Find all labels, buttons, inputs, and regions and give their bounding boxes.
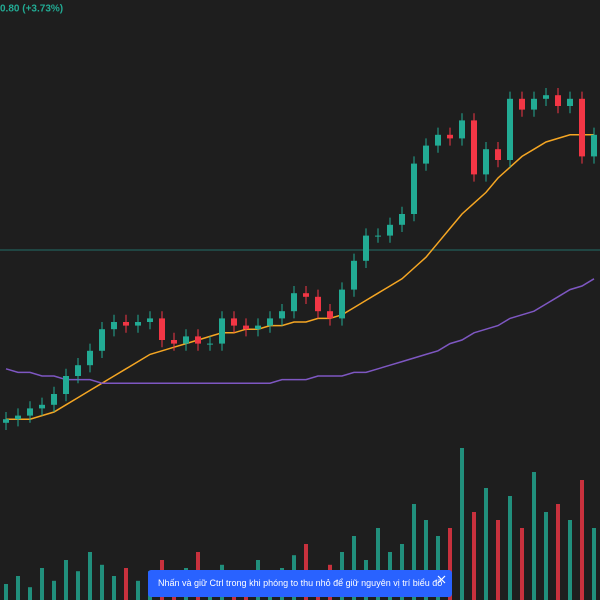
candle-body — [579, 98, 585, 157]
candle-body — [183, 336, 189, 344]
candle-body — [411, 163, 417, 214]
candle-body — [399, 214, 405, 225]
volume-bar — [460, 448, 464, 600]
candle-body — [99, 329, 105, 351]
candle-body — [171, 340, 177, 344]
volume-bar — [472, 512, 476, 600]
volume-bar — [52, 580, 56, 600]
candle-body — [543, 95, 549, 99]
candle-body — [339, 289, 345, 319]
volume-bar — [436, 536, 440, 600]
volume-bar — [16, 576, 20, 600]
candle-body — [75, 365, 81, 376]
hint-text: Nhấn và giữ Ctrl trong khi phóng to thu … — [158, 578, 442, 588]
moving-average — [5, 278, 595, 384]
candle-body — [207, 343, 213, 345]
candle-body — [483, 149, 489, 175]
volume-bar — [76, 571, 80, 600]
candle-body — [111, 322, 117, 330]
volume-bar — [592, 528, 596, 600]
candle-body — [135, 322, 141, 326]
candle-body — [159, 318, 165, 340]
volume-bar — [496, 520, 500, 600]
volume-bar — [484, 488, 488, 600]
volume-bar — [448, 528, 452, 600]
volume-bar — [40, 568, 44, 600]
candle-body — [267, 318, 273, 326]
volume-bar — [100, 564, 104, 600]
candle-body — [447, 134, 453, 139]
close-button[interactable] — [437, 575, 446, 584]
candle-body — [531, 98, 537, 110]
candle-body — [291, 293, 297, 312]
candle-body — [423, 145, 429, 164]
candle-body — [87, 350, 93, 366]
candle-body — [315, 296, 321, 312]
candle-body — [147, 318, 153, 322]
candle-body — [471, 120, 477, 175]
change-label: 0.80 (+3.73%) — [0, 4, 63, 15]
volume-bar — [520, 528, 524, 600]
candle-body — [27, 408, 33, 416]
volume-bar — [424, 520, 428, 600]
volume-bar — [64, 560, 68, 600]
volume-bar — [136, 580, 140, 600]
volume-bar — [88, 552, 92, 600]
volume-bar — [352, 536, 356, 600]
volume-bar — [532, 472, 536, 600]
candle-body — [195, 336, 201, 344]
candle-body — [351, 260, 357, 290]
candle-body — [555, 95, 561, 106]
volume-bar — [412, 504, 416, 600]
candle-body — [63, 376, 69, 394]
candle-body — [279, 311, 285, 319]
candle-body — [387, 224, 393, 236]
candle-body — [375, 235, 381, 237]
candle-body — [363, 235, 369, 261]
candle-body — [591, 134, 597, 157]
volume-bar — [28, 587, 32, 600]
candle-body — [231, 318, 237, 326]
candle-body — [51, 394, 57, 405]
candle-body — [567, 98, 573, 106]
volume-bar — [376, 528, 380, 600]
candle-body — [435, 134, 441, 146]
volume-bar — [4, 584, 8, 600]
volume-bar — [568, 520, 572, 600]
candle-body — [519, 98, 525, 110]
candle-body — [507, 98, 513, 160]
candle-body — [243, 325, 249, 330]
volume-bar — [124, 568, 128, 600]
candle-body — [459, 120, 465, 139]
candle-body — [495, 149, 501, 160]
hint-box: Nhấn và giữ Ctrl trong khi phóng to thu … — [148, 570, 452, 597]
volume-bar — [112, 576, 116, 600]
candle-body — [123, 322, 129, 326]
candle-body — [3, 419, 9, 423]
volume-bar — [544, 512, 548, 600]
hint-bg — [148, 570, 452, 597]
candle-body — [303, 293, 309, 297]
candle-body — [255, 325, 261, 330]
candle-body — [219, 318, 225, 344]
volume-bar — [556, 504, 560, 600]
moving-average — [6, 134, 594, 420]
candle-body — [39, 404, 45, 409]
candle-body — [327, 311, 333, 319]
volume-bar — [580, 480, 584, 600]
volume-bar — [508, 496, 512, 600]
candle-body — [15, 415, 21, 420]
